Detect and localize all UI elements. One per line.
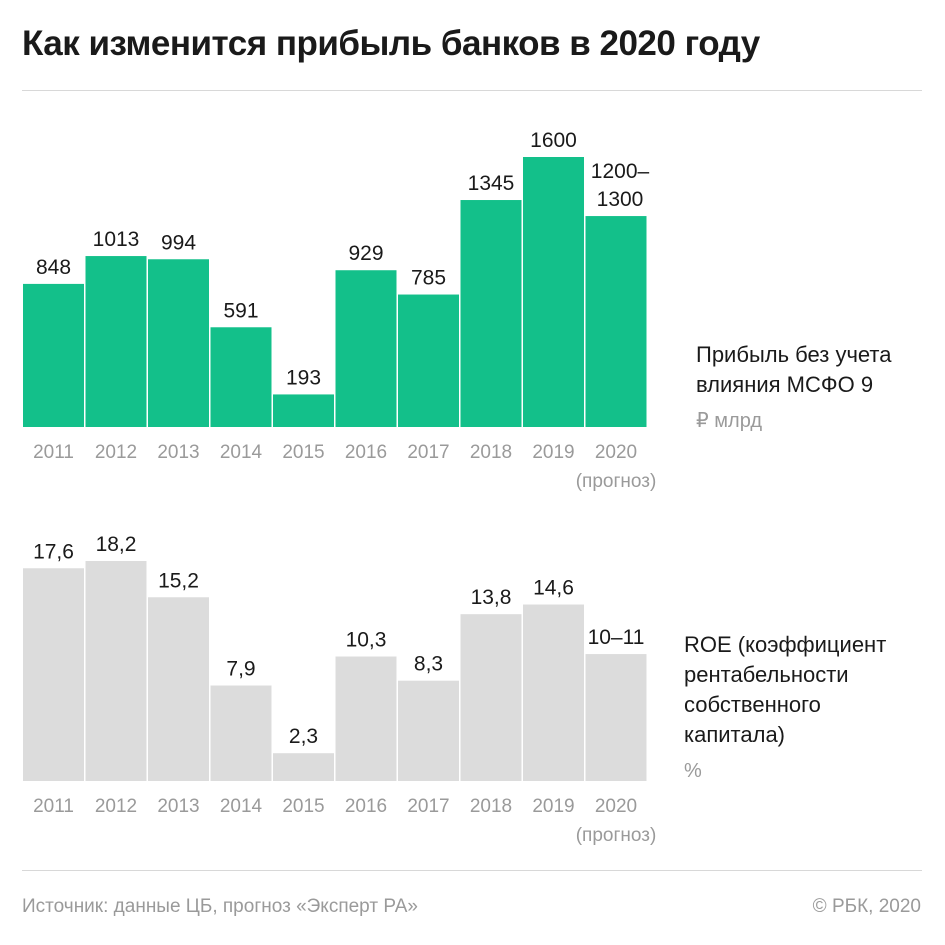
chart-title: Как изменится прибыль банков в 2020 году <box>22 24 760 63</box>
bottom-divider <box>22 870 922 871</box>
roe-value-label-2016: 10,3 <box>346 628 387 651</box>
roe-tick-2017: 2017 <box>407 796 449 817</box>
profit-tick-2020: 2020 <box>595 442 637 463</box>
profit-value-label-2015: 193 <box>286 366 321 389</box>
profit-unit: ₽ млрд <box>696 410 763 432</box>
roe-tick-2012: 2012 <box>95 796 137 817</box>
profit-bar-2013 <box>148 259 209 427</box>
roe-value-label-2013: 15,2 <box>158 569 199 592</box>
roe-tick-2020: 2020 <box>595 796 637 817</box>
profit-tick-2019: 2019 <box>532 442 574 463</box>
source-note: Источник: данные ЦБ, прогноз «Эксперт РА… <box>22 896 418 917</box>
roe-tick-2013: 2013 <box>157 796 199 817</box>
roe-value-label-2015: 2,3 <box>289 725 318 748</box>
top-divider <box>22 90 922 91</box>
roe-bar-2014 <box>210 685 272 781</box>
profit-value-label-2019: 1600 <box>530 129 577 152</box>
roe-value-label-2017: 8,3 <box>414 653 443 676</box>
roe-bar-2020 <box>585 654 647 781</box>
roe-bar-2012 <box>85 561 147 781</box>
profit-bar-2015 <box>273 394 334 427</box>
profit-bar-2014 <box>210 327 272 427</box>
roe-value-label-2018: 13,8 <box>471 586 512 609</box>
roe-tick-2019: 2019 <box>532 796 574 817</box>
profit-series-label: Прибыль без учета влияния МСФО 9 <box>696 342 892 397</box>
profit-bar-2019 <box>523 157 584 427</box>
profit-bar-2017 <box>398 294 459 427</box>
roe-tick-2018: 2018 <box>470 796 512 817</box>
profit-tick-2016: 2016 <box>345 442 387 463</box>
roe-tick-2014: 2014 <box>220 796 263 817</box>
roe-value-label-2012: 18,2 <box>96 533 137 556</box>
copyright: © РБК, 2020 <box>812 896 921 917</box>
profit-value-label-2012: 1013 <box>93 228 140 251</box>
profit-bar-chart: 848 2011 1013 2012 994 2013 591 2014 193 2015 929 2… <box>23 129 657 492</box>
roe-value-label-2019: 14,6 <box>533 577 574 600</box>
profit-value-label-2014: 591 <box>223 299 258 322</box>
profit-tick-note-2020: (прогноз) <box>576 471 657 492</box>
profit-bar-2011 <box>23 283 84 427</box>
profit-tick-2018: 2018 <box>470 442 512 463</box>
profit-tick-2014: 2014 <box>220 442 263 463</box>
roe-bar-2013 <box>148 597 209 781</box>
profit-value-label-2018: 1345 <box>468 172 515 195</box>
profit-value-label-2016: 929 <box>348 242 383 265</box>
roe-bar-2019 <box>523 604 584 781</box>
roe-bar-2018 <box>460 614 522 781</box>
profit-tick-2013: 2013 <box>157 442 199 463</box>
profit-bar-2016 <box>335 270 397 427</box>
roe-unit: % <box>684 760 702 782</box>
roe-bar-2017 <box>398 680 459 781</box>
profit-value-label-2011: 848 <box>36 256 71 279</box>
roe-bar-2011 <box>23 568 84 781</box>
roe-value-label-2014: 7,9 <box>226 658 255 681</box>
roe-value-label-2011: 17,6 <box>33 540 74 563</box>
roe-series-label: ROE (коэффициент рентабельности собствен… <box>684 632 887 747</box>
roe-tick-2015: 2015 <box>282 796 324 817</box>
roe-bar-2016 <box>335 656 397 781</box>
profit-bar-2018 <box>460 200 522 427</box>
profit-value-label-2020: 1200– 1300 <box>591 160 650 211</box>
roe-value-label-2020: 10–11 <box>588 626 645 649</box>
profit-tick-2017: 2017 <box>407 442 449 463</box>
roe-tick-note-2020: (прогноз) <box>576 825 657 846</box>
profit-tick-2012: 2012 <box>95 442 137 463</box>
profit-bar-2020 <box>585 216 647 427</box>
profit-tick-2015: 2015 <box>282 442 324 463</box>
roe-bar-2015 <box>273 753 334 781</box>
profit-tick-2011: 2011 <box>33 442 74 463</box>
profit-bar-2012 <box>85 256 147 427</box>
roe-tick-2011: 2011 <box>33 796 74 817</box>
profit-value-label-2013: 994 <box>161 231 196 254</box>
profit-value-label-2017: 785 <box>411 267 446 290</box>
roe-tick-2016: 2016 <box>345 796 387 817</box>
roe-bar-chart: 17,6 2011 18,2 2012 15,2 2013 7,9 2014 2,3 2015 10… <box>23 533 657 846</box>
